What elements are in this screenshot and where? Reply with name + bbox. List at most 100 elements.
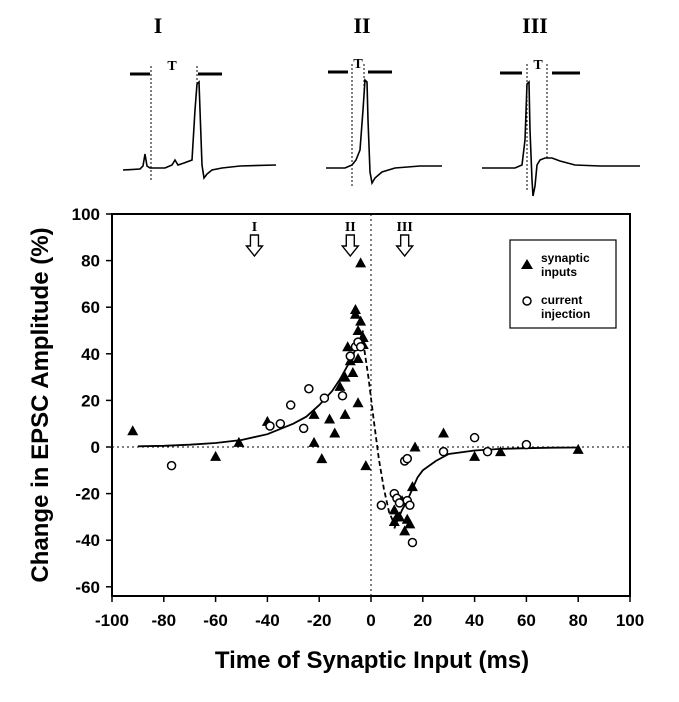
y-tick-label: 60 bbox=[81, 298, 100, 317]
y-tick-label: 80 bbox=[81, 252, 100, 271]
inset-3-label: III bbox=[522, 13, 548, 38]
synaptic-input-point bbox=[329, 427, 341, 438]
current-injection-point bbox=[285, 400, 296, 410]
synaptic-input-point bbox=[393, 511, 405, 522]
current-injection-point bbox=[265, 421, 275, 431]
x-tick-label: 60 bbox=[517, 611, 536, 630]
legend-synaptic-line1: synaptic bbox=[541, 251, 590, 265]
synaptic-input-point bbox=[355, 315, 367, 326]
x-axis-title: Time of Synaptic Input (ms) bbox=[215, 647, 529, 674]
synaptic-input-point bbox=[210, 450, 222, 461]
annotation-arrow-icon bbox=[340, 234, 360, 258]
legend-circle-marker bbox=[522, 296, 532, 306]
x-tick-label: -60 bbox=[203, 611, 228, 630]
current-injection-point bbox=[376, 500, 387, 510]
inset-3: III T bbox=[482, 13, 640, 197]
x-tick-label: 100 bbox=[616, 611, 644, 630]
synaptic-input-point bbox=[355, 257, 367, 268]
x-tick-label: -80 bbox=[152, 611, 177, 630]
current-injection-point bbox=[405, 500, 415, 510]
x-tick-label: 0 bbox=[366, 611, 375, 630]
current-injection-point bbox=[407, 537, 418, 548]
y-tick-label: 40 bbox=[81, 345, 100, 364]
synaptic-input-point bbox=[316, 453, 328, 464]
synaptic-input-point bbox=[404, 518, 416, 529]
synaptic-input-point bbox=[334, 380, 346, 391]
inset-2: II T bbox=[326, 13, 442, 188]
synaptic-input-point bbox=[495, 446, 506, 457]
synaptic-input-point bbox=[406, 481, 418, 492]
current-injection-point bbox=[355, 342, 366, 352]
y-tick-label: -60 bbox=[75, 578, 100, 597]
current-injection-point bbox=[319, 393, 330, 403]
current-injection-point bbox=[402, 453, 413, 464]
inset-1-trace bbox=[122, 80, 277, 181]
y-axis-title: Change in EPSC Amplitude (%) bbox=[27, 227, 54, 582]
current-injection-point bbox=[337, 390, 348, 401]
legend-synaptic-line2: inputs bbox=[541, 265, 577, 279]
synaptic-input-point bbox=[233, 436, 245, 447]
x-tick-label: 40 bbox=[465, 611, 484, 630]
current-injection-point bbox=[394, 498, 405, 508]
axis-ticks: -100 -80 -60 -40 -20 0 20 40 60 80 100 100 80 60 40 20 0… bbox=[72, 205, 645, 630]
inset-traces: I T II T III T bbox=[122, 13, 640, 197]
fit-curve-3 bbox=[393, 446, 579, 529]
synaptic-input-point bbox=[572, 443, 584, 454]
current-injection-point bbox=[275, 418, 286, 429]
y-tick-label: -20 bbox=[75, 485, 100, 504]
synaptic-input-point bbox=[127, 425, 139, 436]
current-injection-point bbox=[345, 351, 356, 361]
inset-2-interval-label: T bbox=[353, 57, 363, 72]
synaptic-input-point bbox=[308, 436, 320, 447]
x-tick-label: -20 bbox=[307, 611, 332, 630]
inset-2-label: II bbox=[353, 13, 370, 38]
inset-3-trace bbox=[482, 80, 640, 197]
legend-box bbox=[509, 239, 617, 329]
synaptic-input-point bbox=[339, 371, 351, 382]
synaptic-input-point bbox=[352, 352, 364, 363]
inset-1-interval-label: T bbox=[167, 59, 177, 74]
current-injection-point bbox=[482, 446, 493, 457]
synaptic-input-point bbox=[352, 325, 364, 335]
current-injection-point bbox=[166, 460, 177, 471]
y-tick-label: 100 bbox=[72, 205, 100, 224]
synaptic-input-point bbox=[308, 408, 320, 419]
synaptic-input-point bbox=[352, 397, 364, 408]
legend-triangle-marker bbox=[521, 259, 533, 269]
x-tick-label: 80 bbox=[569, 611, 588, 630]
synaptic-input-point bbox=[399, 525, 411, 536]
legend-current-line1: current bbox=[541, 293, 582, 307]
current-injection-point bbox=[438, 446, 449, 457]
synaptic-input-point bbox=[324, 413, 336, 424]
synaptic-input-point bbox=[409, 441, 421, 452]
y-tick-label: 0 bbox=[91, 438, 100, 457]
current-injection-point bbox=[298, 423, 309, 434]
data-points bbox=[127, 257, 584, 548]
current-injection-point bbox=[469, 432, 480, 443]
synaptic-input-point bbox=[438, 427, 450, 438]
annotation-arrows: I II III bbox=[244, 220, 415, 258]
current-injection-point bbox=[521, 439, 532, 450]
current-injection-point bbox=[304, 384, 314, 394]
y-tick-label: 20 bbox=[81, 391, 100, 410]
y-tick-label: -40 bbox=[75, 531, 100, 550]
synaptic-input-point bbox=[469, 450, 481, 461]
x-tick-label: 20 bbox=[413, 611, 432, 630]
inset-1: I T bbox=[122, 13, 277, 181]
inset-1-label: I bbox=[154, 13, 163, 38]
annotation-arrow-icon bbox=[395, 234, 415, 258]
inset-3-interval-label: T bbox=[533, 58, 543, 73]
annotation-label: I bbox=[252, 220, 257, 235]
fit-curve-2 bbox=[362, 341, 396, 525]
fit-curve-1 bbox=[137, 330, 365, 448]
synaptic-input-point bbox=[349, 304, 361, 315]
x-tick-label: -100 bbox=[95, 611, 129, 630]
synaptic-input-point bbox=[347, 366, 359, 377]
inset-2-trace bbox=[326, 78, 442, 186]
synaptic-input-point bbox=[360, 460, 372, 471]
x-tick-label: -40 bbox=[255, 611, 280, 630]
annotation-label: III bbox=[396, 220, 412, 235]
legend: synaptic inputs current injection bbox=[509, 239, 617, 329]
annotation-arrow-icon bbox=[244, 234, 264, 258]
